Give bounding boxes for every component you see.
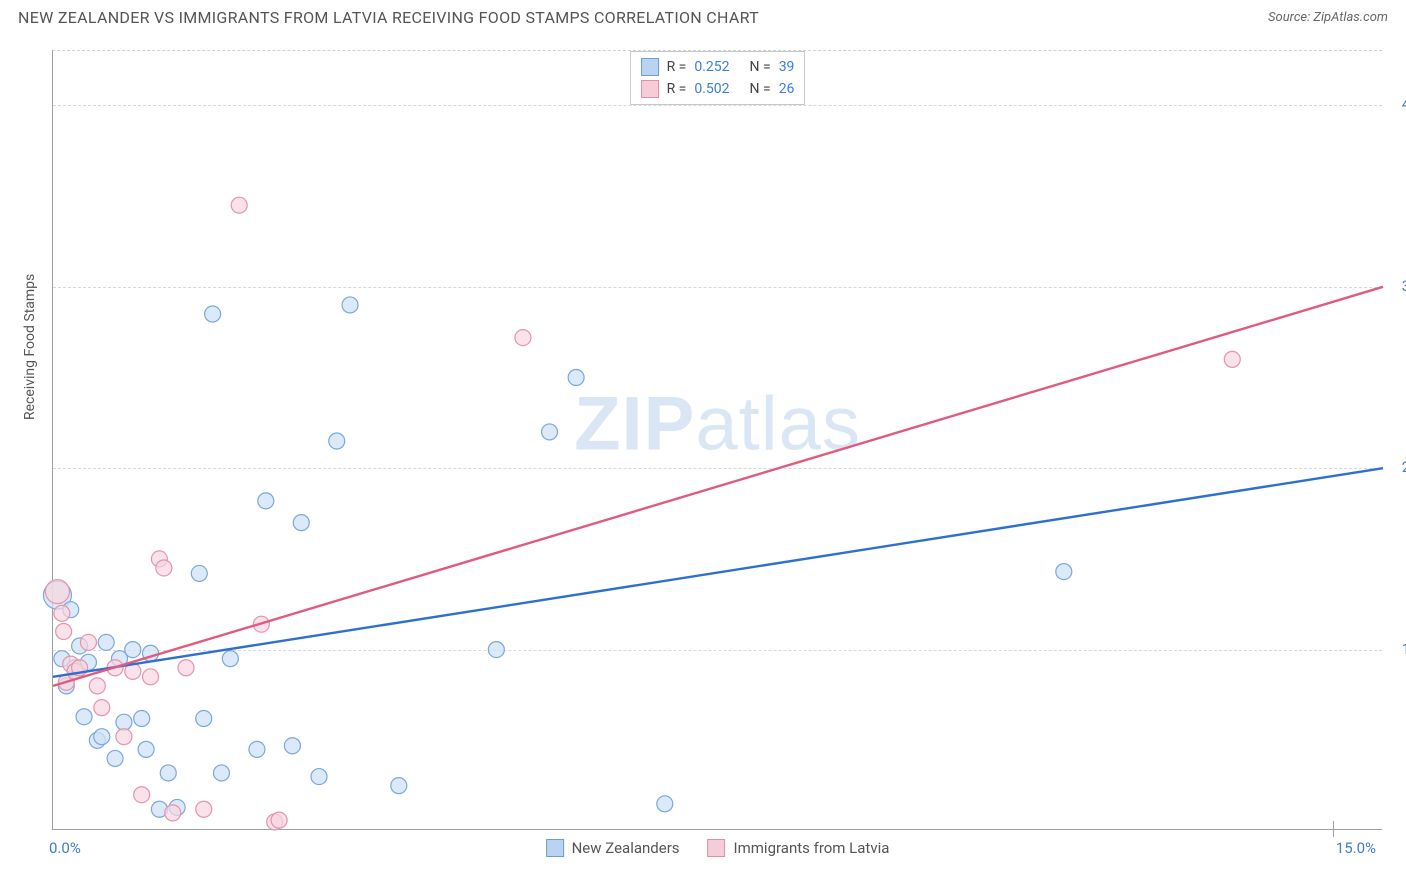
stat-r-value: 0.252 (694, 59, 729, 75)
y-tick-label: 20.0% (1387, 458, 1406, 476)
data-point (488, 642, 504, 658)
data-point (191, 565, 207, 581)
data-point (56, 623, 72, 639)
data-point (213, 765, 229, 781)
legend-swatch (708, 839, 726, 857)
stat-n-label: N = (750, 59, 771, 75)
data-point (258, 493, 274, 509)
data-point (45, 580, 69, 604)
data-point (76, 709, 92, 725)
data-point (342, 297, 358, 313)
scatter-plot-svg (53, 51, 1382, 829)
legend-swatch (546, 839, 564, 857)
data-point (116, 714, 132, 730)
legend-item: New Zealanders (546, 839, 680, 857)
data-point (293, 515, 309, 531)
data-point (125, 642, 141, 658)
x-end-tick-mark (1333, 821, 1334, 837)
data-point (329, 433, 345, 449)
data-point (311, 769, 327, 785)
data-point (542, 424, 558, 440)
stat-r-label: R = (667, 59, 687, 75)
legend-label: Immigrants from Latvia (734, 839, 890, 857)
data-point (1056, 564, 1072, 580)
data-point (568, 370, 584, 386)
data-point (94, 729, 110, 745)
data-point (156, 560, 172, 576)
data-point (54, 605, 70, 621)
data-point (94, 700, 110, 716)
y-axis-label: Receiving Food Stamps (22, 274, 38, 420)
data-point (284, 738, 300, 754)
data-point (1224, 351, 1240, 367)
stat-r-value: 0.502 (694, 81, 729, 97)
trend-line (53, 287, 1383, 686)
legend-swatch (641, 58, 659, 76)
y-tick-label: 10.0% (1387, 640, 1406, 658)
data-point (231, 197, 247, 213)
x-tick-1: 15.0% (1336, 839, 1376, 857)
data-point (391, 778, 407, 794)
data-point (196, 711, 212, 727)
legend-swatch (641, 80, 659, 98)
y-tick-label: 30.0% (1387, 277, 1406, 295)
trend-line (53, 468, 1383, 677)
data-point (138, 741, 154, 757)
data-point (165, 805, 181, 821)
data-point (134, 787, 150, 803)
bottom-legend: New Zealanders Immigrants from Latvia (546, 839, 890, 857)
data-point (657, 796, 673, 812)
stat-n-value: 39 (779, 59, 795, 75)
data-point (205, 306, 221, 322)
chart-plot-area: ZIPatlas 10.0%20.0%30.0%40.0% R = 0.252 … (52, 50, 1382, 830)
data-point (515, 330, 531, 346)
source-attribution: Source: ZipAtlas.com (1268, 10, 1388, 25)
data-point (160, 765, 176, 781)
data-point (222, 651, 238, 667)
chart-title: NEW ZEALANDER VS IMMIGRANTS FROM LATVIA … (18, 8, 759, 27)
data-point (196, 801, 212, 817)
stats-legend-row: R = 0.252 N = 39 (641, 56, 795, 78)
data-point (89, 678, 105, 694)
data-point (107, 750, 123, 766)
stat-n-value: 26 (779, 81, 795, 97)
data-point (80, 634, 96, 650)
legend-item: Immigrants from Latvia (708, 839, 890, 857)
stats-legend-box: R = 0.252 N = 39 R = 0.502 N = 26 (630, 51, 806, 105)
y-tick-label: 40.0% (1387, 95, 1406, 113)
stat-n-label: N = (750, 81, 771, 97)
data-point (116, 729, 132, 745)
stats-legend-row: R = 0.502 N = 26 (641, 78, 795, 100)
x-tick-0: 0.0% (49, 839, 81, 857)
data-point (178, 660, 194, 676)
data-point (143, 669, 159, 685)
data-point (271, 812, 287, 828)
data-point (98, 634, 114, 650)
data-point (134, 711, 150, 727)
data-point (249, 741, 265, 757)
stat-r-label: R = (667, 81, 687, 97)
legend-label: New Zealanders (572, 839, 680, 857)
